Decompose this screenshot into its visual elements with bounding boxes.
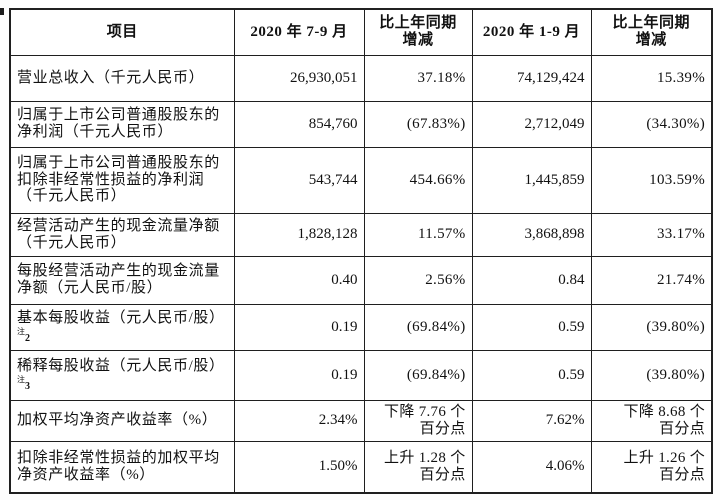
value-9m-yoy: 15.39%	[590, 54, 713, 102]
item-label-cell: 经营活动产生的现金流量净额 （千元人民币）	[9, 212, 235, 257]
row-label: 营业总收入（千元人民币）	[17, 69, 205, 86]
value-9m: 74,129,424	[471, 54, 592, 102]
header-row: 项目 2020 年 7-9 月 比上年同期 增减 2020 年 1-9 月 比上…	[9, 8, 713, 56]
footnote-ref-3: 注3	[17, 374, 228, 392]
row-label: 经营活动产生的现金流量净额 （千元人民币）	[17, 217, 220, 251]
column-header-9m-2020: 2020 年 1-9 月	[471, 8, 592, 56]
value-9m-yoy: (39.80%)	[590, 303, 713, 351]
value-q3-yoy: 2.56%	[363, 255, 473, 305]
column-header-q3-2020: 2020 年 7-9 月	[233, 8, 365, 56]
row-label: 扣除非经常性损益的加权平均 净资产收益率（%）	[17, 449, 220, 483]
value-q3: 2.34%	[233, 399, 365, 442]
footnote-mark: 注	[17, 374, 25, 384]
item-label-cell: 基本每股收益（元人民币/股） 注2	[9, 303, 235, 351]
value-q3-yoy: 37.18%	[363, 54, 473, 102]
value-q3: 0.40	[233, 255, 365, 305]
table-row-roe-excl-nonrecurring: 扣除非经常性损益的加权平均 净资产收益率（%） 1.50% 上升 1.28 个 …	[9, 440, 713, 494]
row-label: 每股经营活动产生的现金流量 净额（元人民币/股）	[17, 263, 220, 296]
column-header-item: 项目	[9, 8, 235, 56]
table-row-total-revenue: 营业总收入（千元人民币） 26,930,051 37.18% 74,129,42…	[9, 54, 713, 102]
value-q3: 543,744	[233, 146, 365, 214]
value-9m: 0.59	[471, 349, 592, 401]
row-label: 基本每股收益（元人民币/股）	[17, 310, 225, 327]
value-q3-yoy: (67.83%)	[363, 100, 473, 148]
table-row-operating-cash-flow: 经营活动产生的现金流量净额 （千元人民币） 1,828,128 11.57% 3…	[9, 212, 713, 257]
column-header-q3-yoy: 比上年同期 增减	[363, 8, 473, 56]
value-9m-yoy: 下降 8.68 个 百分点	[590, 399, 713, 442]
item-label-cell: 每股经营活动产生的现金流量 净额（元人民币/股）	[9, 255, 235, 305]
value-9m: 7.62%	[471, 399, 592, 442]
item-label-cell: 归属于上市公司普通股股东的 扣除非经常性损益的净利润 （千元人民币）	[9, 146, 235, 214]
table-row-basic-eps: 基本每股收益（元人民币/股） 注2 0.19 (69.84%) 0.59 (39…	[9, 303, 713, 351]
financial-summary-table: 项目 2020 年 7-9 月 比上年同期 增减 2020 年 1-9 月 比上…	[9, 8, 713, 494]
item-label-cell: 扣除非经常性损益的加权平均 净资产收益率（%）	[9, 440, 235, 494]
table-row-weighted-avg-roe: 加权平均净资产收益率（%） 2.34% 下降 7.76 个 百分点 7.62% …	[9, 399, 713, 442]
value-9m: 3,868,898	[471, 212, 592, 257]
value-9m: 4.06%	[471, 440, 592, 494]
value-q3-yoy: 下降 7.76 个 百分点	[363, 399, 473, 442]
value-q3-yoy: 454.66%	[363, 146, 473, 214]
value-q3-yoy: 上升 1.28 个 百分点	[363, 440, 473, 494]
value-9m: 2,712,049	[471, 100, 592, 148]
table-row-diluted-eps: 稀释每股收益（元人民币/股） 注3 0.19 (69.84%) 0.59 (39…	[9, 349, 713, 401]
value-q3-yoy: (69.84%)	[363, 349, 473, 401]
value-9m-yoy: 上升 1.26 个 百分点	[590, 440, 713, 494]
item-label-cell: 稀释每股收益（元人民币/股） 注3	[9, 349, 235, 401]
value-q3: 0.19	[233, 349, 365, 401]
row-label: 归属于上市公司普通股股东的 净利润（千元人民币）	[17, 107, 220, 140]
value-9m: 0.59	[471, 303, 592, 351]
value-q3: 1,828,128	[233, 212, 365, 257]
table-row-net-profit-excl-nonrecurring: 归属于上市公司普通股股东的 扣除非经常性损益的净利润 （千元人民币） 543,7…	[9, 146, 713, 214]
column-header-9m-yoy: 比上年同期 增减	[590, 8, 713, 56]
value-9m-yoy: 33.17%	[590, 212, 713, 257]
value-q3: 854,760	[233, 100, 365, 148]
item-label-cell: 归属于上市公司普通股股东的 净利润（千元人民币）	[9, 100, 235, 148]
value-q3: 26,930,051	[233, 54, 365, 102]
footnote-number: 3	[25, 380, 30, 392]
value-q3: 0.19	[233, 303, 365, 351]
value-q3: 1.50%	[233, 440, 365, 494]
table-row-cash-flow-per-share: 每股经营活动产生的现金流量 净额（元人民币/股） 0.40 2.56% 0.84…	[9, 255, 713, 305]
value-9m-yoy: 103.59%	[590, 146, 713, 214]
scan-edge-artifact	[0, 8, 4, 15]
footnote-mark: 注	[17, 326, 25, 336]
footnote-ref-2: 注2	[17, 326, 228, 344]
value-q3-yoy: (69.84%)	[363, 303, 473, 351]
value-9m-yoy: 21.74%	[590, 255, 713, 305]
value-q3-yoy: 11.57%	[363, 212, 473, 257]
value-9m: 0.84	[471, 255, 592, 305]
item-label-cell: 营业总收入（千元人民币）	[9, 54, 235, 102]
value-9m-yoy: (34.30%)	[590, 100, 713, 148]
table-row-net-profit: 归属于上市公司普通股股东的 净利润（千元人民币） 854,760 (67.83%…	[9, 100, 713, 148]
footnote-number: 2	[25, 332, 30, 344]
value-9m: 1,445,859	[471, 146, 592, 214]
value-9m-yoy: (39.80%)	[590, 349, 713, 401]
row-label: 稀释每股收益（元人民币/股）	[17, 358, 225, 375]
item-label-cell: 加权平均净资产收益率（%）	[9, 399, 235, 442]
row-label: 加权平均净资产收益率（%）	[17, 412, 218, 429]
row-label: 归属于上市公司普通股股东的 扣除非经常性损益的净利润 （千元人民币）	[17, 154, 220, 205]
